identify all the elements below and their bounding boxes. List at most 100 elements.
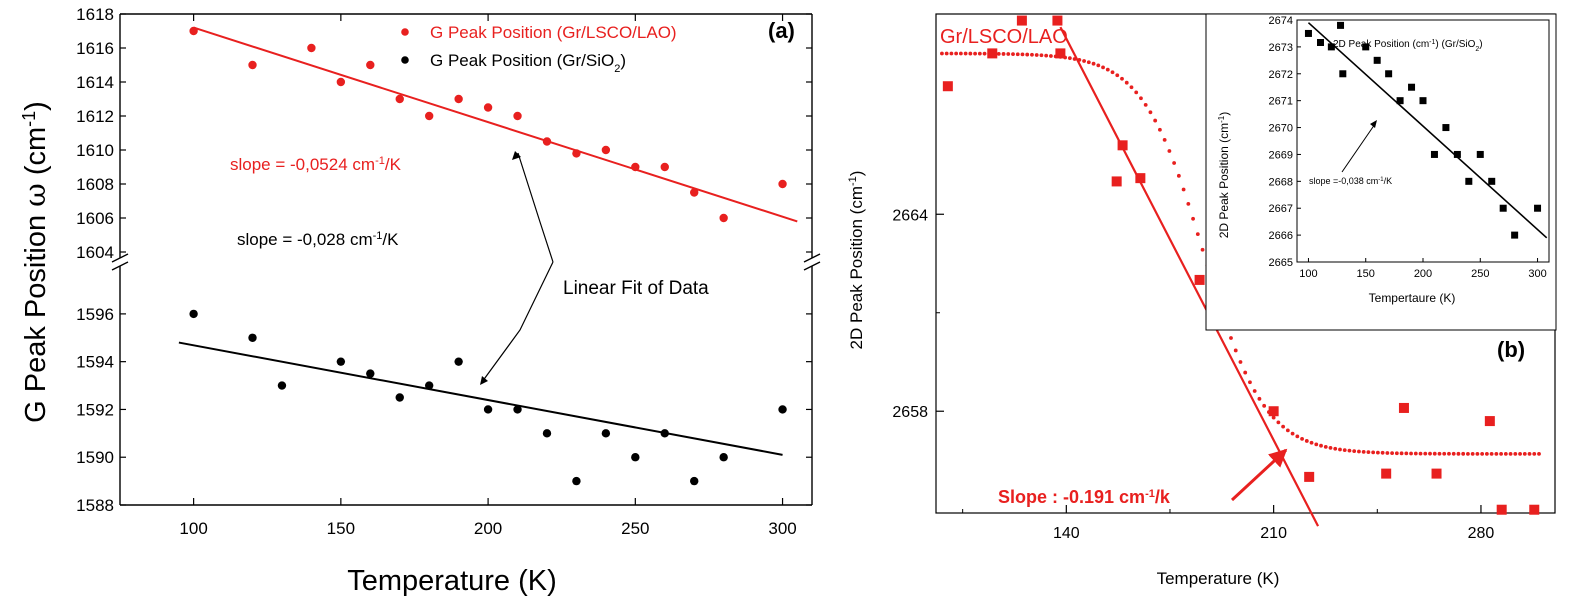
sigmoid-fit-dot xyxy=(1390,451,1395,456)
sigmoid-fit-dot xyxy=(1385,451,1390,455)
inset-slope-arrow xyxy=(1341,123,1376,173)
sigmoid-fit-dot xyxy=(1030,52,1034,57)
sigmoid-fit-dot xyxy=(973,51,977,56)
inset-y-tick-label: 2670 xyxy=(1269,123,1293,135)
x-tick-label: 250 xyxy=(621,519,649,538)
legend-marker-black xyxy=(401,56,409,64)
inset-data-point xyxy=(1373,56,1381,64)
data-point-red xyxy=(601,145,611,155)
data-point-black xyxy=(277,381,287,390)
data-point-square xyxy=(1398,402,1409,413)
panel-b-label: (b) xyxy=(1497,337,1525,362)
sigmoid-fit-dot xyxy=(1309,440,1314,445)
linear-fit-line xyxy=(1059,26,1320,527)
inset-data-point xyxy=(1430,150,1438,158)
data-point-red xyxy=(542,137,552,146)
sigmoid-fit-dot xyxy=(1304,439,1309,443)
sigmoid-fit-dot xyxy=(1281,424,1286,429)
data-point-square xyxy=(1052,15,1063,26)
inset-x-tick-label: 250 xyxy=(1471,268,1489,280)
inset-y-tick-label: 2669 xyxy=(1269,149,1293,161)
sigmoid-fit-dot xyxy=(1456,451,1461,456)
sigmoid-fit-dot xyxy=(1442,451,1447,456)
sigmoid-fit-dot xyxy=(1470,451,1475,456)
inset-data-point xyxy=(1327,43,1335,51)
sigmoid-fit-dot xyxy=(1233,348,1238,353)
inset-data-point xyxy=(1476,150,1484,158)
data-point-red xyxy=(424,111,434,121)
inset-y-tick-label: 2666 xyxy=(1269,230,1293,242)
x-tick-label: 140 xyxy=(1053,525,1080,542)
sigmoid-fit-dot xyxy=(1034,53,1039,57)
sigmoid-fit-dot xyxy=(1229,336,1233,340)
sigmoid-fit-dot xyxy=(1153,118,1158,123)
inset-data-point xyxy=(1396,97,1404,105)
sigmoid-fit-dot xyxy=(1285,428,1290,433)
data-point-square xyxy=(1304,471,1315,482)
sigmoid-fit-dot xyxy=(1480,451,1485,456)
fit-arrow-lower-head xyxy=(480,376,488,385)
inset-data-point xyxy=(1362,43,1370,51)
x-tick-label: 150 xyxy=(327,519,355,538)
panel-b-marks xyxy=(940,15,1541,527)
sigmoid-fit-dot xyxy=(1437,451,1442,456)
inset-y-tick-label: 2672 xyxy=(1269,69,1293,81)
data-point-square xyxy=(1194,274,1205,285)
sigmoid-fit-dot xyxy=(1162,138,1167,142)
sigmoid-fit-dot xyxy=(1494,451,1499,456)
data-point-black xyxy=(366,369,375,378)
data-point-red xyxy=(631,162,640,172)
sigmoid-fit-dot xyxy=(1357,449,1361,454)
sigmoid-fit-dot xyxy=(1537,452,1541,456)
data-point-square xyxy=(1117,140,1128,151)
sigmoid-fit-dot xyxy=(1522,451,1527,456)
sigmoid-fit-dot xyxy=(1404,451,1409,456)
slope-red-annotation: slope = -0,0524 cm-1/K xyxy=(230,155,402,174)
sigmoid-fit-dot xyxy=(954,51,959,56)
sigmoid-fit-dot xyxy=(1399,451,1404,456)
y-tick-label: 1596 xyxy=(76,305,114,324)
y-tick-label: 1588 xyxy=(76,496,114,515)
data-point-black xyxy=(248,333,257,342)
sigmoid-fit-dot xyxy=(1248,380,1252,385)
sigmoid-fit-dot xyxy=(1015,52,1020,57)
sigmoid-fit-dot xyxy=(1191,216,1195,221)
axis-break-mark xyxy=(111,253,129,263)
panel-b-y-axis-title: 2D Peak Position (cm-1) xyxy=(847,171,866,350)
data-point-red xyxy=(454,94,463,104)
sigmoid-fit-dot xyxy=(1319,443,1323,448)
sigmoid-fit-dot xyxy=(977,51,982,56)
sigmoid-fit-dot xyxy=(1115,73,1120,78)
inset-frame xyxy=(1205,13,1557,331)
inset-y-tick-label: 2667 xyxy=(1269,203,1293,215)
sigmoid-fit-dot xyxy=(940,51,944,56)
y-tick-label: 1618 xyxy=(76,5,114,24)
sigmoid-fit-dot xyxy=(1499,451,1503,456)
sigmoid-fit-dot xyxy=(1091,61,1096,66)
fit-arrow-upper-head xyxy=(512,151,521,160)
inset-x-tick-label: 100 xyxy=(1299,268,1317,280)
inset-y-tick-label: 2674 xyxy=(1269,15,1293,27)
y-tick-label: 1608 xyxy=(76,175,114,194)
sigmoid-fit-dot xyxy=(1110,70,1115,75)
inset-data-point xyxy=(1385,70,1393,78)
inset-slope-arrow-head xyxy=(1370,120,1377,128)
y-tick-label: 2664 xyxy=(892,207,928,224)
axis-break-mark xyxy=(111,261,129,271)
sigmoid-fit-dot xyxy=(1086,60,1091,65)
data-point-red xyxy=(572,149,581,158)
x-tick-label: 200 xyxy=(474,519,502,538)
sigmoid-fit-dot xyxy=(1006,52,1011,56)
inset-data-point xyxy=(1453,150,1461,158)
sigmoid-fit-dot xyxy=(1532,452,1537,456)
sigmoid-fit-dot xyxy=(1428,451,1432,456)
data-point-square xyxy=(1268,406,1279,417)
x-tick-label: 100 xyxy=(179,519,207,538)
sigmoid-fit-dot xyxy=(1158,127,1162,132)
sigmoid-fit-dot xyxy=(1461,451,1466,456)
sigmoid-fit-dot xyxy=(1347,448,1352,453)
sigmoid-fit-dot xyxy=(1186,201,1191,206)
sigmoid-fit-dot xyxy=(1167,149,1172,153)
sigmoid-fit-dot xyxy=(1020,52,1025,57)
